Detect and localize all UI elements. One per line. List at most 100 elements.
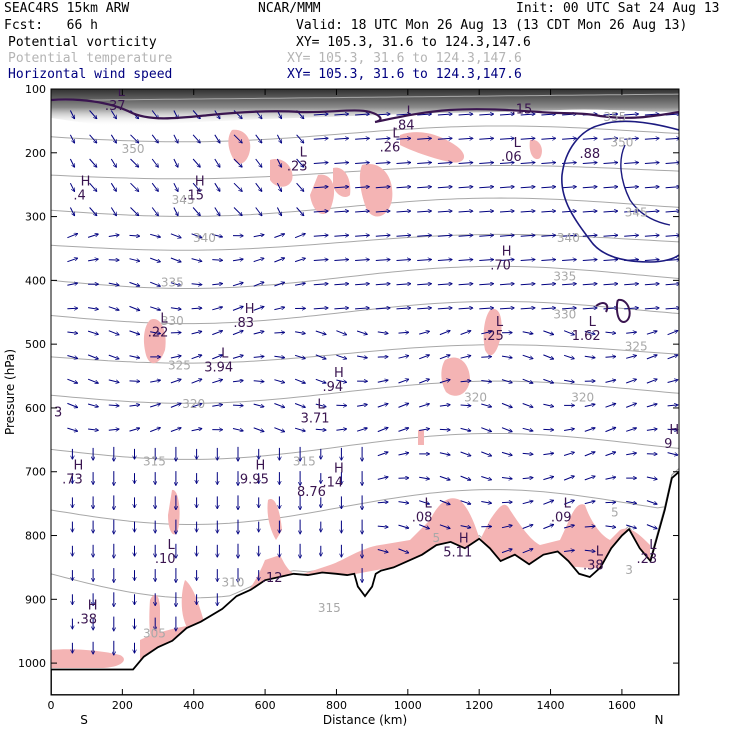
y-tick-label: 1000 bbox=[18, 657, 46, 670]
wind-vector bbox=[439, 452, 450, 455]
wind-vector bbox=[212, 307, 222, 311]
y-tick-label: 100 bbox=[25, 83, 46, 96]
wind-vector bbox=[522, 549, 533, 554]
wind-vector bbox=[191, 284, 202, 285]
wind-vector bbox=[274, 307, 284, 311]
wind-vector bbox=[644, 163, 659, 164]
wind-vector bbox=[253, 427, 264, 432]
wind-vector bbox=[233, 182, 242, 191]
pv-blob bbox=[359, 164, 393, 217]
wind-vector bbox=[564, 429, 574, 431]
hl-marker-value: .25 bbox=[483, 329, 504, 344]
theta-label: 355 bbox=[603, 110, 626, 124]
wind-vector bbox=[501, 356, 512, 358]
wind-vector bbox=[150, 233, 160, 237]
wind-vector bbox=[501, 502, 512, 503]
tropopause-contour bbox=[51, 98, 679, 124]
wind-vector bbox=[87, 378, 98, 383]
wind-vector bbox=[479, 163, 493, 164]
wind-vector bbox=[417, 138, 431, 139]
pv-blob bbox=[140, 498, 650, 665]
hl-marker-letter: H bbox=[245, 302, 255, 317]
hl-marker-value: 9.95 bbox=[240, 472, 269, 487]
wind-vector bbox=[191, 429, 202, 431]
wind-vector bbox=[541, 187, 555, 188]
wind-vector bbox=[644, 114, 659, 115]
theta-label: 335 bbox=[553, 269, 576, 283]
wind-vector bbox=[646, 524, 657, 529]
wind-vector bbox=[481, 332, 491, 335]
pv-blob bbox=[333, 167, 351, 197]
wind-vector bbox=[437, 163, 452, 164]
wind-vector bbox=[646, 379, 657, 384]
wind-vector bbox=[295, 332, 305, 334]
wind-vector bbox=[396, 114, 411, 115]
y-tick-label: 600 bbox=[25, 402, 46, 415]
wind-vector bbox=[665, 308, 679, 309]
wind-vector bbox=[375, 235, 390, 236]
y-axis-label: Pressure (hPa) bbox=[3, 349, 17, 435]
wind-vector bbox=[375, 138, 390, 139]
wind-vector bbox=[334, 235, 348, 236]
hl-marker-letter: H bbox=[81, 174, 91, 189]
wind-vector bbox=[499, 187, 514, 188]
wind-vector bbox=[458, 211, 473, 212]
hl-marker-letter: L bbox=[649, 538, 657, 553]
hl-marker-letter: L bbox=[589, 315, 597, 330]
hl-marker-letter: H bbox=[74, 458, 84, 473]
hl-marker-letter: H bbox=[502, 245, 512, 260]
wind-vector bbox=[398, 356, 409, 359]
wind-vector bbox=[543, 525, 553, 530]
wind-vector bbox=[644, 284, 659, 285]
wind-vector bbox=[667, 405, 678, 406]
wind-vector bbox=[173, 207, 178, 216]
wind-vector bbox=[458, 308, 473, 309]
wind-vector bbox=[543, 330, 553, 335]
wind-vector bbox=[87, 330, 98, 334]
wind-vector bbox=[150, 332, 160, 334]
wind-vector bbox=[253, 356, 264, 357]
wind-vector bbox=[520, 187, 535, 188]
wind-vector bbox=[541, 211, 555, 212]
wind-vector bbox=[253, 381, 264, 382]
wind-vector bbox=[313, 284, 328, 285]
wind-vector bbox=[646, 404, 657, 408]
wind-vector bbox=[398, 548, 409, 553]
wind-vector bbox=[481, 476, 491, 480]
hl-marker-value: .38 bbox=[583, 558, 604, 573]
wind-vector bbox=[646, 331, 657, 335]
wind-vector bbox=[499, 284, 514, 285]
wind-vector bbox=[562, 284, 576, 285]
theta-label: 350 bbox=[122, 142, 145, 156]
wind-vector bbox=[170, 257, 181, 262]
wind-vector bbox=[584, 526, 595, 527]
theta-contour bbox=[51, 233, 679, 251]
hl-marker-value: .15 bbox=[183, 188, 204, 203]
wind-vector bbox=[130, 182, 139, 191]
hl-marker-value: .4 bbox=[73, 188, 85, 203]
wind-vector bbox=[481, 381, 491, 382]
wind-vector bbox=[67, 283, 77, 286]
wind-vector bbox=[150, 306, 160, 310]
wind-vector bbox=[315, 378, 326, 383]
hl-marker-letter: H bbox=[459, 532, 469, 547]
wind-vector bbox=[520, 308, 535, 309]
wind-vector bbox=[563, 500, 574, 505]
hl-marker-letter: H bbox=[88, 599, 98, 614]
pv-blob bbox=[228, 129, 251, 164]
wind-vector bbox=[276, 134, 281, 143]
wind-vector bbox=[398, 379, 409, 384]
wind-vector bbox=[377, 452, 388, 457]
hl-marker-value: .70 bbox=[490, 259, 511, 274]
wind-vector bbox=[232, 381, 243, 382]
theta-label: 315 bbox=[293, 454, 316, 468]
hl-marker-value: .23 bbox=[287, 160, 308, 175]
wind-vector bbox=[562, 211, 576, 212]
wind-vector bbox=[603, 138, 618, 139]
wind-vector bbox=[315, 330, 326, 334]
hl-marker-value: 8.76 bbox=[297, 485, 326, 500]
wind-vector bbox=[520, 211, 535, 212]
wind-vector bbox=[212, 355, 222, 360]
wind-vector bbox=[334, 211, 348, 212]
wind-vector bbox=[232, 307, 243, 311]
